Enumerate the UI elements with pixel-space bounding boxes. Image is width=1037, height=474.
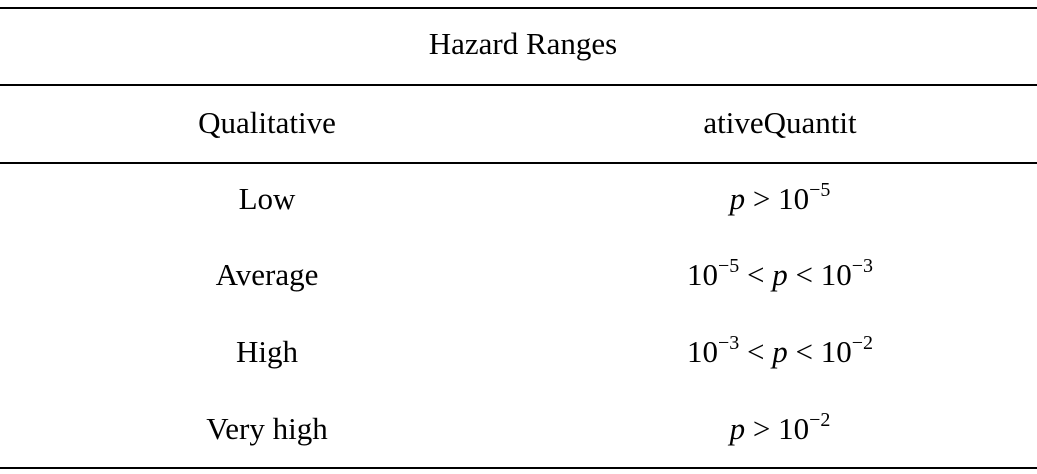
cell-part: < 10 [788,334,852,369]
cell: 10−5 < p < 10−3 [687,255,873,293]
cell-part: −2 [809,409,830,431]
cell-part: < [739,257,772,292]
cell-part: < 10 [788,257,852,292]
cell-part: Average [216,257,319,292]
cell: 10−3 < p < 10−2 [687,332,873,370]
cell-part: > 10 [745,411,809,446]
cell-part: High [236,334,299,369]
cell-part: > 10 [745,181,809,216]
cell-part: 10 [687,257,718,292]
cell-part: p [728,411,746,446]
table-title: Hazard Ranges [429,26,618,61]
cell-part: p [770,334,788,369]
column-header: ativeQuantit [703,105,857,140]
column-header: Qualitative [198,105,336,140]
cell-part: 10 [687,334,718,369]
cell-part: −3 [718,332,739,354]
cell: Low [239,181,296,216]
cell-part: −5 [809,179,830,201]
cell-part: Low [239,181,296,216]
cell-part: Very high [206,411,328,446]
cell: p > 10−2 [728,409,831,447]
cell-part: −5 [718,255,739,277]
cell: Average [216,257,319,292]
cell: Very high [206,411,328,446]
cell-part: < [739,334,772,369]
cell-part: −3 [852,255,873,277]
cell: p > 10−5 [728,179,831,217]
cell-part: −2 [852,332,873,354]
cell-part: p [770,257,788,292]
cell-part: p [728,181,746,216]
cell: High [236,334,299,369]
